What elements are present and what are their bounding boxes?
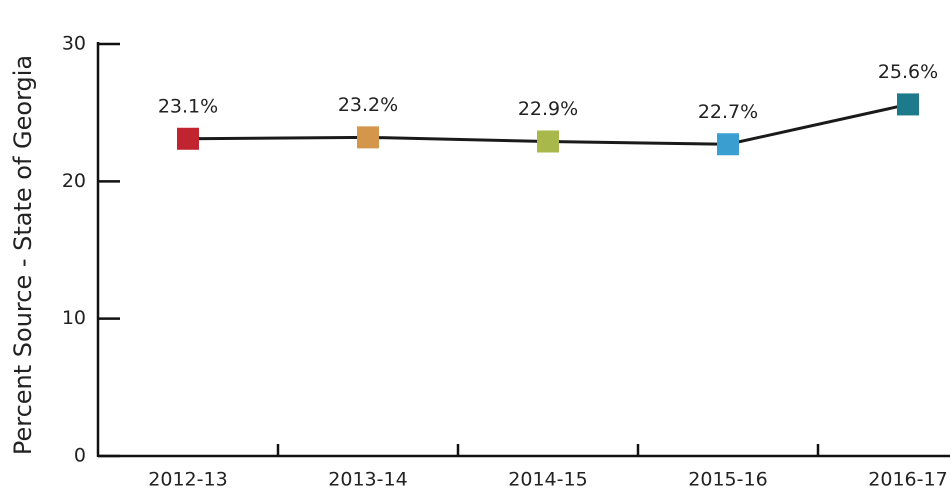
data-label: 23.1%: [158, 95, 218, 117]
x-tick-label: 2014-15: [508, 469, 587, 491]
marker: [177, 127, 199, 150]
marker: [717, 133, 739, 156]
x-tick-label: 2016-17: [868, 469, 947, 491]
marker: [897, 93, 919, 116]
marker: [357, 126, 379, 149]
y-axis-label: Percent Source - State of Georgia: [9, 55, 37, 455]
y-tick-label: 0: [74, 445, 86, 467]
marker: [537, 130, 559, 153]
y-tick-label: 30: [62, 33, 86, 55]
x-tick-label: 2012-13: [148, 469, 227, 491]
x-tick-label: 2015-16: [688, 469, 767, 491]
y-tick-label: 10: [62, 307, 86, 329]
data-label: 22.9%: [518, 98, 578, 120]
data-label: 25.6%: [878, 61, 938, 83]
y-tick-label: 20: [62, 170, 86, 192]
data-label: 22.7%: [698, 101, 758, 123]
data-label: 23.2%: [338, 94, 398, 116]
x-tick-label: 2013-14: [328, 469, 407, 491]
